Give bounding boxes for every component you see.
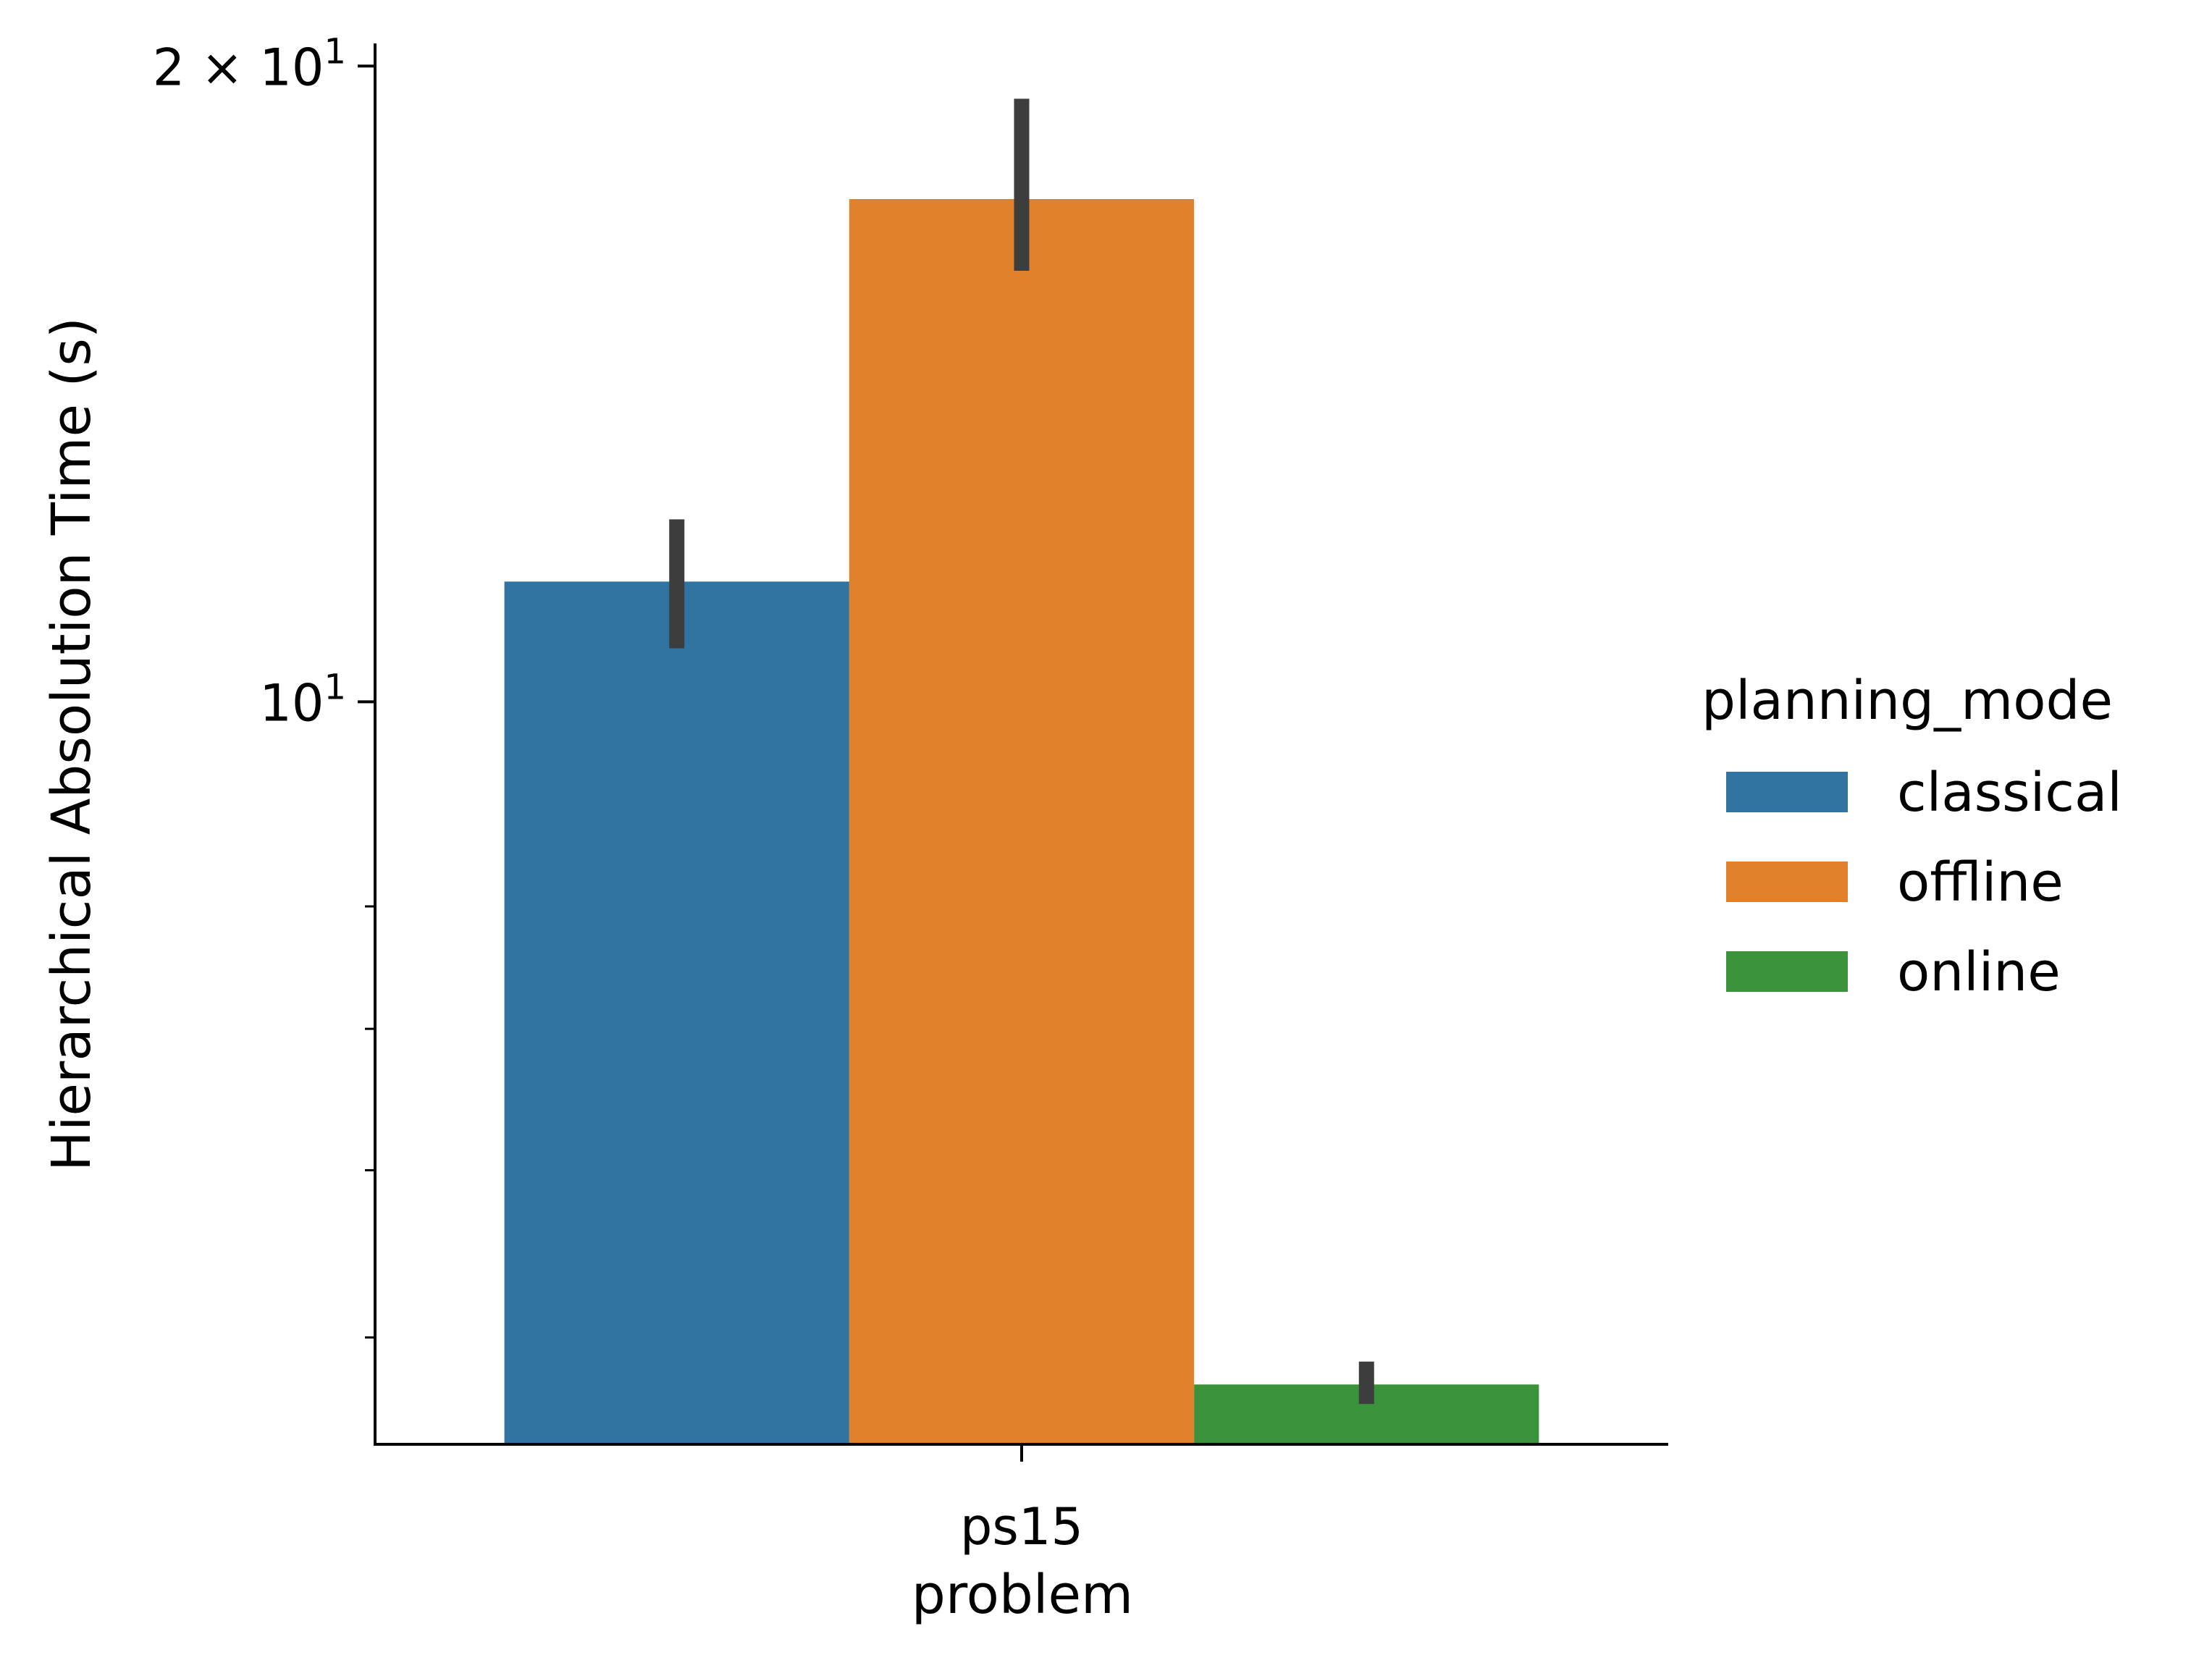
legend-title: planning_mode — [1702, 670, 2113, 732]
bar-classical — [504, 581, 849, 1444]
y-axis-label: Hierarchical Absolution Time (s) — [41, 317, 103, 1171]
legend-items: classical offline online — [1726, 762, 2122, 1003]
x-ticks-group: ps15 — [960, 1444, 1083, 1557]
legend-swatch-online — [1726, 951, 1848, 992]
legend-label-online: online — [1897, 941, 2061, 1003]
bars-group — [504, 198, 1539, 1445]
x-tick-label-ps15: ps15 — [960, 1497, 1083, 1557]
y-tick-label: 101 — [259, 667, 346, 733]
error-bars-group — [669, 98, 1374, 1404]
legend-swatch-offline — [1726, 862, 1848, 902]
legend-label-offline: offline — [1897, 851, 2064, 914]
y-tick-label: 2 × 101 — [153, 31, 346, 97]
legend-swatch-classical — [1726, 772, 1848, 812]
y-ticks-group: 101 2 × 101 — [153, 31, 375, 1339]
legend-label-classical: classical — [1897, 762, 2122, 824]
legend: planning_mode classical offline online — [1702, 670, 2122, 1003]
bar-offline — [849, 198, 1195, 1445]
x-axis-label: problem — [912, 1564, 1133, 1626]
